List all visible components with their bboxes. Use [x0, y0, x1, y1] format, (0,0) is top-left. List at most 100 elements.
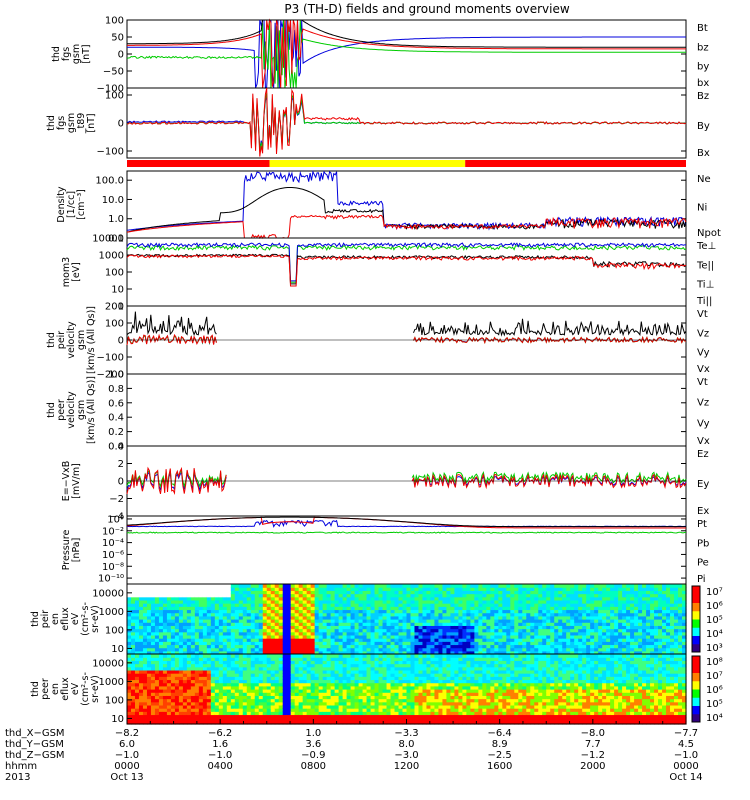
- spec-cell: [282, 628, 288, 633]
- spec-cell: [158, 708, 164, 712]
- spec-cell: [270, 654, 276, 658]
- spec-cell: [226, 679, 232, 684]
- spec-cell: [422, 654, 428, 658]
- spec-cell: [366, 689, 372, 693]
- spec-cell: [226, 711, 232, 716]
- spec-cell: [234, 603, 240, 607]
- spec-cell: [414, 682, 420, 687]
- spec-cell: [634, 622, 639, 626]
- spec-cell: [314, 654, 320, 658]
- spec-cell: [218, 666, 224, 671]
- spec-cell: [158, 631, 164, 636]
- spec-cell: [222, 692, 228, 696]
- spec-cell: [142, 679, 148, 684]
- spec-cell: [586, 609, 591, 614]
- spec-cell: [314, 720, 320, 725]
- spec-cell: [302, 628, 308, 633]
- spec-cell: [446, 622, 452, 626]
- spec-cell: [534, 587, 539, 591]
- spec-cell: [270, 666, 276, 671]
- spec-cell: [346, 628, 352, 633]
- spec-cell: [174, 717, 180, 722]
- spec-cell: [374, 654, 380, 658]
- spec-cell: [402, 593, 408, 598]
- spec-cell: [438, 599, 444, 604]
- spec-cell: [218, 698, 224, 703]
- spec-cell: [270, 663, 276, 668]
- spec-cell: [330, 676, 336, 681]
- spec-cell: [366, 606, 372, 611]
- spec-cell: [186, 720, 192, 725]
- spec-cell: [222, 609, 228, 614]
- spec-cell: [146, 612, 152, 617]
- y-tick-label: 0: [118, 336, 124, 347]
- spec-cell: [194, 634, 200, 639]
- spec-cell: [390, 666, 396, 671]
- spec-cell: [334, 701, 340, 706]
- spec-cell: [130, 698, 136, 703]
- spec-cell: [206, 619, 212, 623]
- spec-cell: [174, 708, 180, 712]
- spec-cell: [526, 584, 531, 588]
- spec-cell: [674, 599, 679, 604]
- spec-cell: [230, 619, 236, 623]
- spec-cell: [166, 714, 172, 719]
- spec-cell: [406, 720, 412, 725]
- spec-cell: [127, 673, 132, 677]
- spec-cell: [382, 654, 388, 658]
- spec-cell: [466, 584, 471, 588]
- spec-cell: [222, 676, 228, 681]
- spec-cell: [670, 625, 675, 630]
- spec-cell: [390, 714, 396, 719]
- spec-cell: [294, 603, 300, 607]
- spec-cell: [162, 720, 168, 725]
- spec-cell: [162, 701, 168, 706]
- spec-cell: [202, 634, 208, 639]
- spec-cell: [302, 708, 308, 712]
- spec-cell: [210, 698, 216, 703]
- spec-cell: [318, 669, 324, 674]
- spec-cell: [338, 593, 344, 598]
- spec-cell: [490, 615, 495, 620]
- spec-cell: [402, 669, 408, 674]
- spec-cell: [438, 622, 444, 626]
- spec-cell: [302, 593, 308, 598]
- spec-cell: [238, 603, 244, 607]
- spec-cell: [218, 660, 224, 665]
- spec-cell: [286, 644, 292, 649]
- spec-cell: [426, 650, 432, 655]
- spec-cell: [346, 720, 352, 725]
- spec-cell: [494, 634, 499, 639]
- spec-cell: [322, 628, 328, 633]
- spec-cell: [370, 679, 376, 684]
- spec-cell: [182, 622, 188, 626]
- spec-cell: [422, 679, 428, 684]
- spec-cell: [242, 593, 248, 598]
- spec-cell: [490, 593, 495, 598]
- spec-cell: [470, 599, 475, 604]
- legend-Vy: Vy: [697, 348, 710, 359]
- spec-cell: [282, 717, 288, 722]
- spec-cell: [566, 596, 571, 601]
- spec-cell: [498, 593, 503, 598]
- series-Ne: [126, 214, 687, 240]
- spec-cell: [270, 615, 276, 620]
- spec-cell: [494, 641, 499, 646]
- spec-cell: [626, 584, 631, 588]
- spec-cell: [382, 622, 388, 626]
- spec-cell: [662, 587, 667, 591]
- spec-cell: [462, 599, 467, 604]
- spec-cell: [234, 647, 240, 652]
- spec-cell: [127, 689, 132, 693]
- spec-cell: [258, 708, 264, 712]
- spec-cell: [626, 638, 631, 642]
- spec-cell: [418, 587, 424, 591]
- spec-cell: [270, 657, 276, 661]
- spec-cell: [186, 663, 192, 668]
- spec-cell: [246, 695, 252, 700]
- spec-cell: [294, 695, 300, 700]
- spec-cell: [366, 666, 372, 671]
- spec-cell: [130, 650, 136, 655]
- spec-cell: [542, 612, 547, 617]
- spec-cell: [302, 606, 308, 611]
